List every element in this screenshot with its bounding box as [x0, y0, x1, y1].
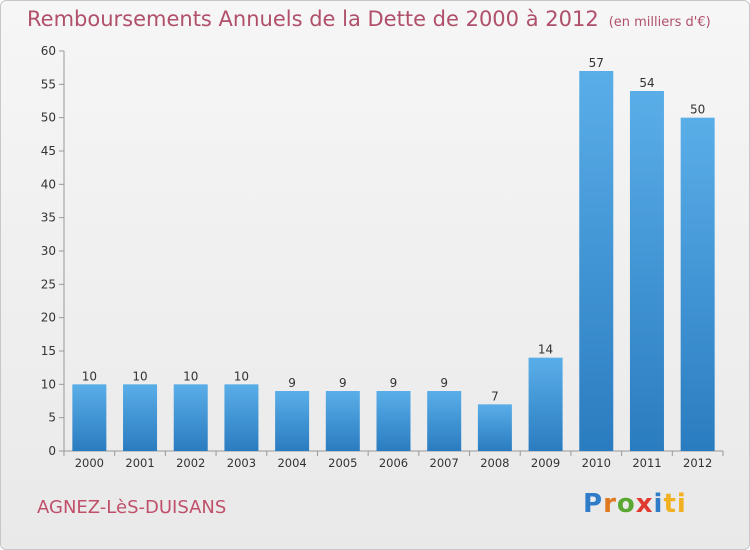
x-tick-label: 2002 [176, 456, 205, 470]
bar [72, 384, 107, 451]
proxiti-logo: Proxiti [583, 489, 687, 519]
y-tick-label: 0 [48, 444, 56, 458]
logo-letter: x [635, 489, 654, 519]
y-tick-label: 45 [41, 144, 56, 158]
x-tick-label: 2004 [277, 456, 306, 470]
bar [224, 384, 259, 451]
bar-value-label: 9 [440, 376, 448, 390]
logo-letter: ti [663, 489, 687, 519]
y-tick-label: 60 [41, 44, 56, 58]
chart-axes: 0 5 10 15 20 25 30 35 40 45 50 55 60 [41, 44, 724, 458]
x-tick-label: 2010 [582, 456, 611, 470]
bar-value-label: 10 [183, 369, 198, 383]
bar-value-label: 14 [538, 343, 553, 357]
y-tick-label: 40 [41, 177, 56, 191]
bar [680, 117, 715, 452]
chart-bars [72, 71, 715, 452]
y-tick-label: 15 [41, 344, 56, 358]
y-tick-label: 20 [41, 311, 56, 325]
y-tick-label: 50 [41, 111, 56, 125]
x-tick-label: 2005 [328, 456, 357, 470]
y-tick-label: 55 [41, 77, 56, 91]
chart-unit: (en milliers d'€) [608, 15, 711, 30]
y-tick-label: 25 [41, 277, 56, 291]
y-tick-label: 30 [41, 244, 56, 258]
bar [629, 91, 664, 451]
x-tick-label: 2001 [125, 456, 154, 470]
bar [528, 357, 563, 451]
bar [376, 391, 411, 451]
logo-letter: i [653, 489, 664, 519]
y-tick-label: 5 [48, 411, 56, 425]
bar-value-label: 7 [491, 389, 499, 403]
chart-title: Remboursements Annuels de la Dette de 20… [27, 7, 711, 31]
bar-value-label: 10 [82, 369, 97, 383]
commune-name: AGNEZ-LèS-DUISANS [37, 497, 227, 518]
bar-value-label: 10 [132, 369, 147, 383]
logo-letter: o [616, 489, 636, 519]
x-tick-label: 2009 [531, 456, 560, 470]
chart-title-text: Remboursements Annuels de la Dette de 20… [27, 7, 599, 31]
logo-letter: r [603, 489, 617, 519]
bar-value-label: 10 [234, 369, 249, 383]
bar-value-label: 9 [339, 376, 347, 390]
bar [325, 391, 360, 451]
chart-labels: 10 2000 10 2001 10 2002 10 2003 9 2004 9 2005 9 2006 9… [75, 56, 713, 470]
y-tick-label: 10 [41, 377, 56, 391]
bar-value-label: 57 [589, 56, 604, 70]
bar [275, 391, 310, 451]
bar [173, 384, 208, 451]
bar [427, 391, 462, 451]
x-tick-label: 2006 [379, 456, 408, 470]
bar-value-label: 50 [690, 103, 705, 117]
logo-letter: P [583, 489, 604, 519]
bar [579, 71, 614, 451]
bar-value-label: 54 [639, 76, 654, 90]
y-tick-label: 35 [41, 211, 56, 225]
x-tick-label: 2000 [75, 456, 104, 470]
bar [123, 384, 158, 451]
x-tick-label: 2008 [480, 456, 509, 470]
x-tick-label: 2012 [683, 456, 712, 470]
x-tick-label: 2007 [430, 456, 459, 470]
bar [477, 404, 512, 451]
x-tick-label: 2011 [632, 456, 661, 470]
bar-value-label: 9 [288, 376, 296, 390]
x-tick-label: 2003 [227, 456, 256, 470]
bar-value-label: 9 [390, 376, 398, 390]
